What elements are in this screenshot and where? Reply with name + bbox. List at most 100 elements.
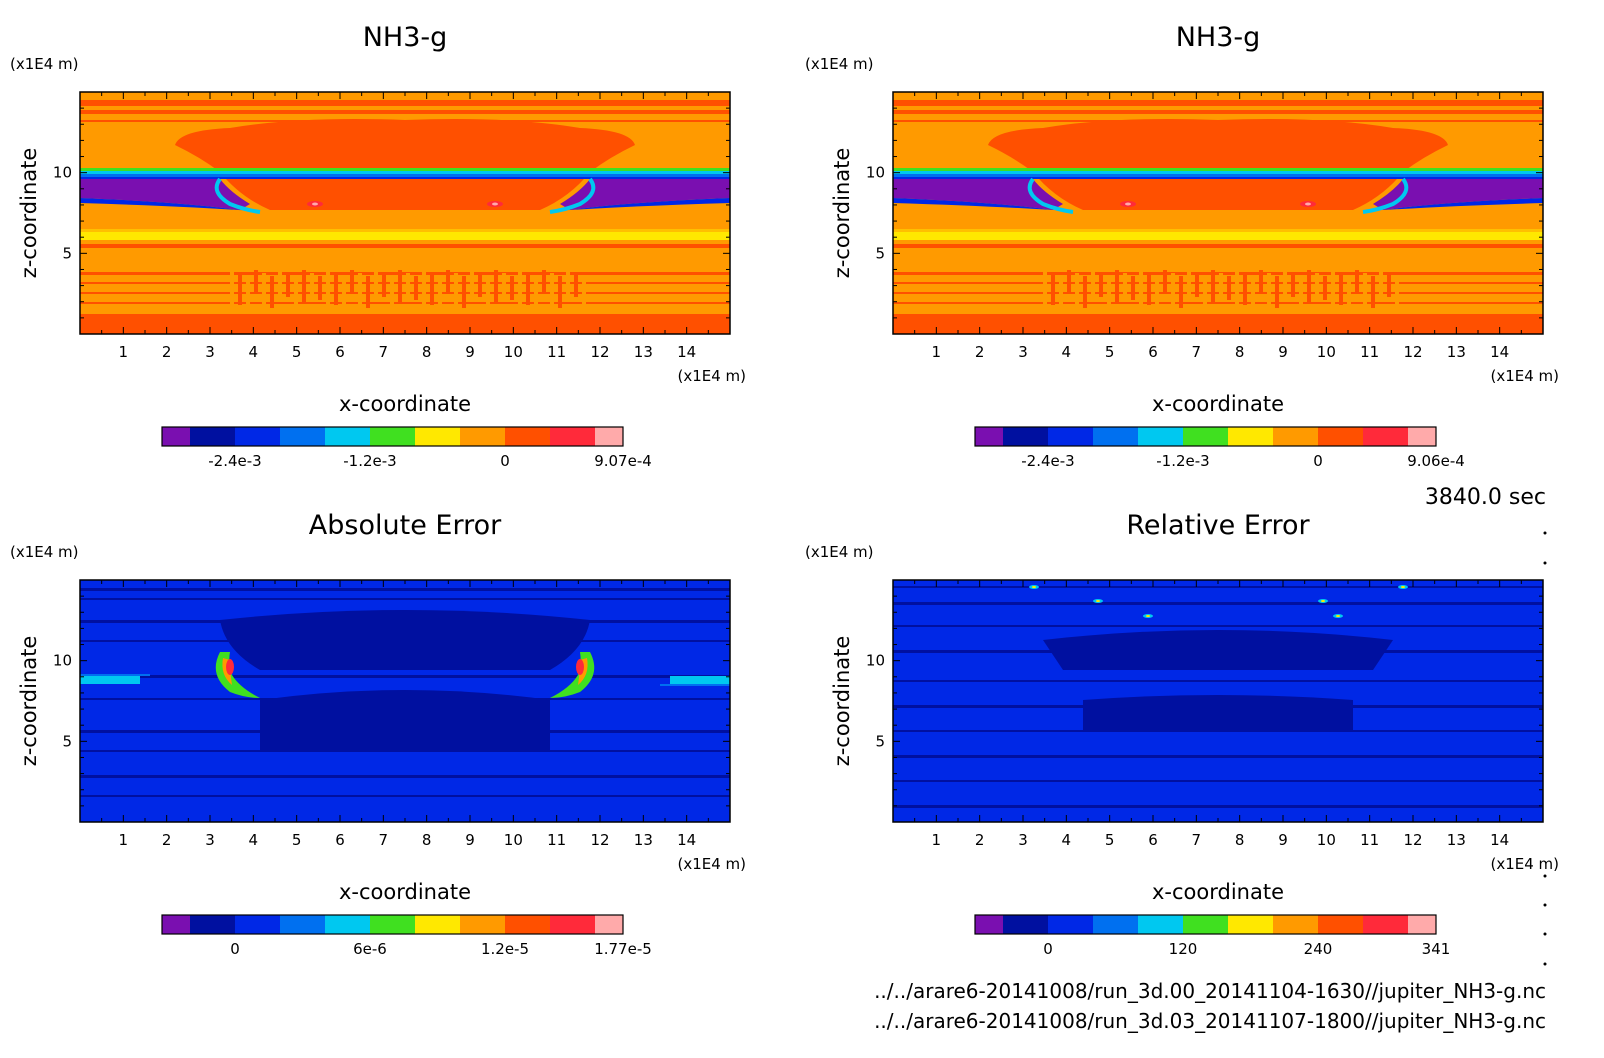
colorbar-swatch <box>1318 915 1363 934</box>
colorbar-swatch <box>460 915 505 934</box>
x-tick-label: 5 <box>1105 343 1115 361</box>
colorbar-swatch <box>370 427 415 446</box>
x-tick-label: 2 <box>975 343 985 361</box>
colorbar-tick-label: 1.77e-5 <box>594 940 652 958</box>
x-tick-label: 11 <box>547 831 566 849</box>
x-tick-label: 4 <box>1062 343 1072 361</box>
colorbar-swatch <box>190 427 235 446</box>
colorbar-swatch <box>235 427 280 446</box>
x-tick-label: 6 <box>1148 343 1158 361</box>
time-label: 3840.0 sec <box>1425 485 1546 510</box>
x-axis-label: x-coordinate <box>339 392 471 416</box>
z-tick-label: 10 <box>866 164 885 182</box>
colorbar-tick-label: 9.07e-4 <box>594 452 652 470</box>
x-axis-label: x-coordinate <box>1152 880 1284 904</box>
x-unit-label: (x1E4 m) <box>677 855 746 873</box>
x-tick-label: 9 <box>465 831 475 849</box>
colorbar-swatch <box>325 427 370 446</box>
colorbar-tick-label: 0 <box>230 940 240 958</box>
file-path-1: ../../arare6-20141008/run_3d.00_20141104… <box>874 979 1546 1003</box>
colorbar-0: -2.4e-3 -1.2e-3 0 9.07e-4 <box>161 426 652 470</box>
x-tick-label: 8 <box>422 831 432 849</box>
y-axis-label: z-coordinate <box>17 636 41 767</box>
x-unit-label: (x1E4 m) <box>677 367 746 385</box>
colorbar-swatch <box>235 915 280 934</box>
x-tick-label: 6 <box>335 343 345 361</box>
colorbar-swatch <box>1138 915 1183 934</box>
colorbar-swatch <box>1408 915 1436 934</box>
x-unit-label: (x1E4 m) <box>1490 855 1559 873</box>
colorbar-tick-label: 6e-6 <box>353 940 387 958</box>
colorbar-swatch <box>1408 427 1436 446</box>
x-tick-label: 12 <box>590 343 609 361</box>
z-tick-label: 5 <box>62 244 72 262</box>
colorbar-swatch <box>550 427 595 446</box>
x-tick-label: 11 <box>547 343 566 361</box>
x-tick-label: 4 <box>1062 831 1072 849</box>
x-tick-label: 5 <box>292 831 302 849</box>
colorbar-swatch <box>280 427 325 446</box>
colorbar-swatch <box>1183 915 1228 934</box>
field-plot-nh3-right <box>893 92 1543 334</box>
x-tick-label: 1 <box>932 343 942 361</box>
colorbar-tick-label: 0 <box>1043 940 1053 958</box>
colorbar-tick-label: -2.4e-3 <box>1021 452 1074 470</box>
colorbar-swatch <box>505 427 550 446</box>
x-tick-label: 11 <box>1360 831 1379 849</box>
x-tick-label: 6 <box>335 831 345 849</box>
colorbar-swatch <box>975 427 1003 446</box>
x-tick-label: 14 <box>1490 831 1509 849</box>
edge-dots <box>1543 531 1547 966</box>
x-tick-label: 14 <box>1490 343 1509 361</box>
z-unit-label: (x1E4 m) <box>10 543 79 561</box>
colorbar-tick-label: -1.2e-3 <box>343 452 396 470</box>
colorbar-1: -2.4e-3 -1.2e-3 0 9.06e-4 <box>974 426 1465 470</box>
x-tick-label: 9 <box>1278 343 1288 361</box>
panel-title-relative-error: Relative Error <box>1126 510 1310 541</box>
colorbar-swatch <box>595 915 623 934</box>
colorbar-swatch <box>1228 915 1273 934</box>
colorbar-swatch <box>1363 915 1408 934</box>
colorbar-tick-label: 0 <box>500 452 510 470</box>
z-unit-label: (x1E4 m) <box>805 543 874 561</box>
x-tick-label: 3 <box>205 831 215 849</box>
field-plot-absolute-error <box>80 580 730 822</box>
x-tick-label: 10 <box>504 831 523 849</box>
x-tick-label: 3 <box>1018 831 1028 849</box>
z-unit-label: (x1E4 m) <box>805 55 874 73</box>
colorbar-swatch <box>1048 427 1093 446</box>
x-tick-label: 5 <box>1105 831 1115 849</box>
x-tick-label: 6 <box>1148 831 1158 849</box>
x-tick-label: 13 <box>1447 831 1466 849</box>
z-tick-label: 10 <box>866 652 885 670</box>
y-axis-label: z-coordinate <box>830 636 854 767</box>
z-tick-label: 5 <box>875 244 885 262</box>
colorbar-swatch <box>1048 915 1093 934</box>
colorbar-swatch <box>1138 427 1183 446</box>
colorbar-tick-label: 120 <box>1169 940 1198 958</box>
x-tick-label: 1 <box>119 831 129 849</box>
colorbar-swatch <box>1318 427 1363 446</box>
colorbar-swatch <box>370 915 415 934</box>
colorbar-tick-label: 1.2e-5 <box>481 940 529 958</box>
colorbar-swatch <box>1093 915 1138 934</box>
file-path-2: ../../arare6-20141008/run_3d.03_20141107… <box>874 1009 1546 1033</box>
panel-title-nh3-left: NH3-g <box>363 22 448 53</box>
x-tick-label: 14 <box>677 831 696 849</box>
x-tick-label: 12 <box>1403 343 1422 361</box>
colorbar-swatch <box>505 915 550 934</box>
x-tick-label: 11 <box>1360 343 1379 361</box>
z-unit-label: (x1E4 m) <box>10 55 79 73</box>
colorbar-tick-label: -1.2e-3 <box>1156 452 1209 470</box>
colorbar-swatch <box>415 427 460 446</box>
x-tick-label: 7 <box>1192 343 1202 361</box>
x-tick-label: 4 <box>249 343 259 361</box>
x-tick-label: 10 <box>1317 343 1336 361</box>
colorbar-swatch <box>1363 427 1408 446</box>
x-tick-label: 7 <box>1192 831 1202 849</box>
colorbar-swatch <box>1003 427 1048 446</box>
z-tick-label: 10 <box>53 652 72 670</box>
